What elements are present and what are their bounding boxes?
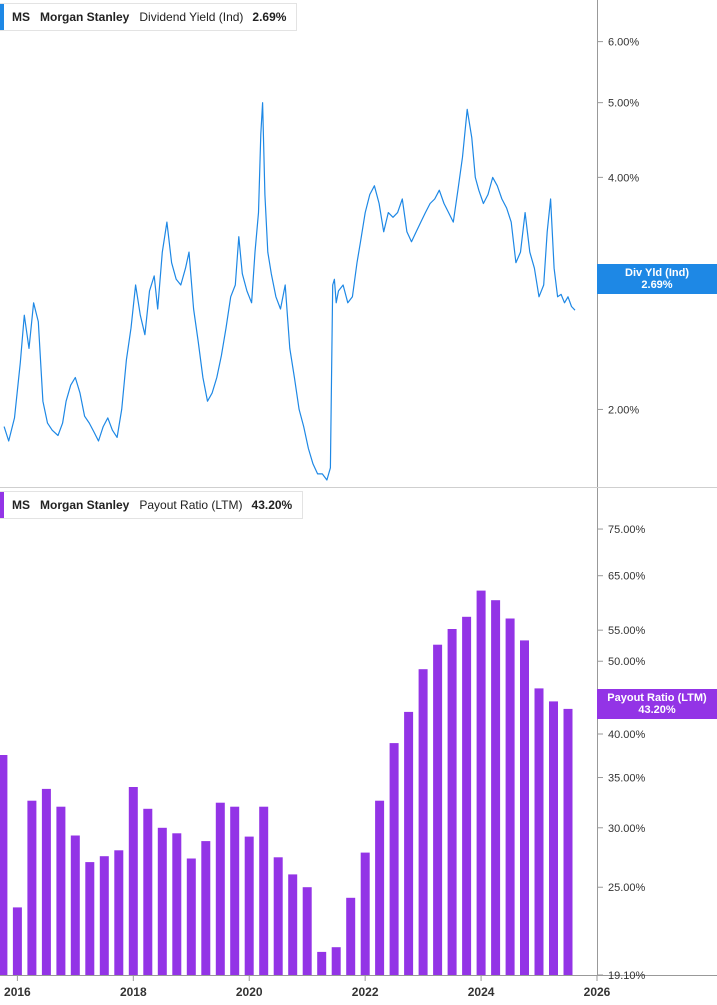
payout-ratio-bar <box>520 640 529 975</box>
legend-metric-name: Dividend Yield (Ind) <box>139 10 244 24</box>
payout-ratio-bar <box>41 788 51 975</box>
legend-metric-value: 2.69% <box>252 10 287 24</box>
legend-metric-value: 43.20% <box>251 498 293 512</box>
payout-ratio-legend: MS Morgan Stanley Payout Ratio (LTM) 43.… <box>0 491 304 519</box>
payout-ratio-bar <box>70 835 80 975</box>
legend-company-name: Morgan Stanley <box>40 498 130 512</box>
payout-ratio-bar <box>317 951 327 975</box>
payout-ratio-bar <box>418 669 428 975</box>
payout-ratio-bar <box>302 887 312 975</box>
payout-ratio-bar <box>331 947 341 975</box>
payout-ratio-bar <box>157 827 167 975</box>
payout-ratio-bar <box>404 711 414 975</box>
payout-y-tick-label: 30.00% <box>608 823 646 835</box>
payout-ratio-bar <box>143 808 153 975</box>
payout-ratio-bar <box>230 806 240 975</box>
x-tick-label: 2018 <box>120 985 147 999</box>
payout-ratio-bar <box>172 833 182 975</box>
tag-value: 2.69% <box>641 279 673 291</box>
yield-y-tick-label: 2.00% <box>608 404 639 416</box>
payout-y-tick-label: 65.00% <box>608 571 646 583</box>
dividend-yield-series-line <box>3 102 576 481</box>
payout-ratio-bar <box>389 743 399 975</box>
legend-company-name: Morgan Stanley <box>40 10 130 24</box>
payout-ratio-bar <box>534 688 544 975</box>
payout-ratio-bar <box>447 629 457 975</box>
legend-ticker: MS <box>12 498 30 512</box>
yield-y-tick-label: 5.00% <box>608 98 639 110</box>
payout-ratio-bar <box>56 806 66 975</box>
payout-ratio-bar <box>288 874 298 975</box>
legend-metric-name: Payout Ratio (LTM) <box>139 498 243 512</box>
payout-ratio-bar <box>128 787 138 975</box>
x-tick-label: 2016 <box>4 985 31 999</box>
payout-ratio-bars <box>0 590 573 975</box>
x-tick-label: 2020 <box>236 985 263 999</box>
payout-ratio-bar <box>346 897 356 975</box>
payout-y-tick-label: 35.00% <box>608 773 646 785</box>
tag-label: Payout Ratio (LTM) <box>607 692 707 704</box>
payout-ratio-bar <box>273 857 283 975</box>
payout-ratio-swatch <box>0 492 4 518</box>
payout-ratio-bar <box>433 644 443 975</box>
payout-ratio-bar <box>186 858 196 975</box>
yield-y-tick-label: 4.00% <box>608 172 639 184</box>
payout-ratio-bar <box>0 755 8 975</box>
x-tick-label: 2024 <box>468 985 495 999</box>
legend-ticker: MS <box>12 10 30 24</box>
payout-ratio-bar <box>99 856 109 975</box>
payout-y-tick-label: 50.00% <box>608 656 646 668</box>
payout-ratio-bar <box>360 852 370 975</box>
payout-ratio-bar <box>549 701 558 975</box>
payout-ratio-value-tag: Payout Ratio (LTM) 43.20% <box>597 689 717 719</box>
payout-ratio-bar <box>12 907 22 975</box>
tag-label: Div Yld (Ind) <box>625 267 689 279</box>
payout-y-tick-label: 55.00% <box>608 625 646 637</box>
yield-y-ticks: 2.00%3.00%4.00%5.00%6.00% <box>598 37 639 416</box>
payout-ratio-bar <box>491 600 501 975</box>
payout-ratio-bar <box>85 862 95 975</box>
payout-y-tick-label: 75.00% <box>608 524 646 536</box>
tag-value: 43.20% <box>638 704 676 716</box>
payout-ratio-bar <box>505 618 515 975</box>
payout-y-tick-label: 25.00% <box>608 882 646 894</box>
payout-y-ticks: 19.10%25.00%30.00%35.00%40.00%45.00%50.0… <box>598 524 646 982</box>
payout-ratio-bar <box>375 800 385 975</box>
payout-ratio-bar <box>201 841 211 975</box>
payout-ratio-bar <box>563 708 573 975</box>
yield-y-tick-label: 6.00% <box>608 37 639 49</box>
payout-y-tick-label: 19.10% <box>608 970 646 982</box>
dividend-yield-swatch <box>0 4 4 30</box>
x-tick-label: 2026 <box>584 985 611 999</box>
payout-y-tick-label: 40.00% <box>608 729 646 741</box>
payout-ratio-bar <box>462 616 472 975</box>
dividend-yield-legend: MS Morgan Stanley Dividend Yield (Ind) 2… <box>0 3 298 31</box>
payout-ratio-bar <box>476 590 486 975</box>
dividend-yield-value-tag: Div Yld (Ind) 2.69% <box>597 264 717 294</box>
x-tick-label: 2022 <box>352 985 379 999</box>
payout-ratio-bar <box>259 806 269 975</box>
x-axis-ticks: 2016 2018 2020 2022 2024 2026 <box>4 975 611 999</box>
payout-ratio-bar <box>114 850 124 975</box>
payout-ratio-bar <box>27 800 37 975</box>
payout-ratio-bar <box>215 802 225 975</box>
payout-ratio-bar <box>244 836 254 975</box>
